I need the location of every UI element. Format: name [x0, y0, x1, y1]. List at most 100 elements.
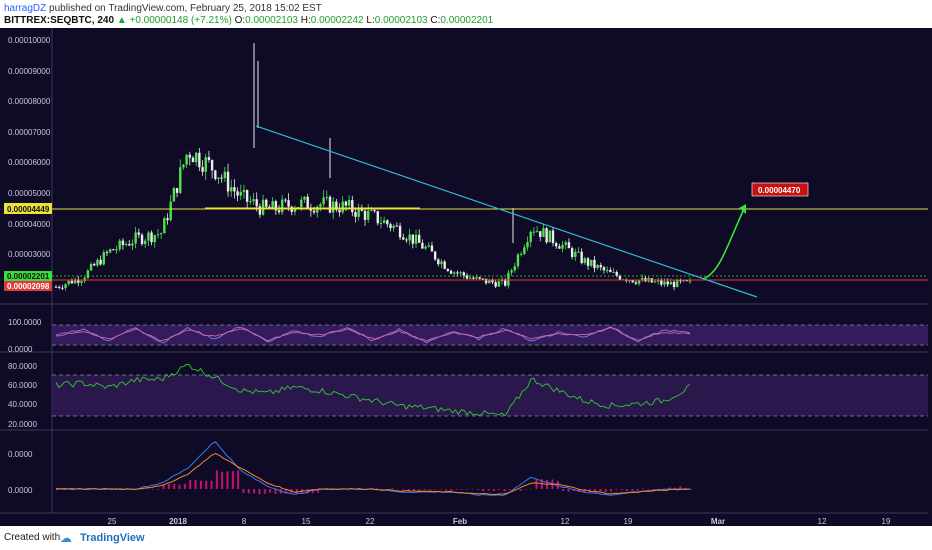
target-box[interactable] — [751, 182, 809, 197]
symbol-label: BITTREX:SEQBTC, 240 — [4, 15, 115, 26]
low-label: L: — [366, 15, 375, 26]
candle-body — [182, 164, 185, 168]
target-arrowhead — [739, 204, 746, 214]
macd-bar — [439, 489, 442, 490]
macd-bar — [199, 480, 202, 489]
candle-body — [64, 284, 67, 289]
candle-body — [497, 281, 501, 287]
macd-bar — [178, 484, 181, 489]
candle-body — [201, 167, 204, 172]
candle-body — [491, 279, 494, 283]
trendline[interactable] — [255, 125, 758, 298]
time-axis-label: 19 — [624, 517, 633, 526]
last-price-tag — [4, 271, 52, 281]
price-pane[interactable] — [52, 28, 928, 304]
macd-bar — [647, 489, 650, 490]
candle-body — [433, 251, 437, 260]
candle-body — [424, 246, 427, 249]
candle-body — [61, 287, 64, 289]
candle-body — [405, 239, 408, 241]
price-axis-label: 0.00010000 — [8, 36, 51, 45]
candle-body — [456, 272, 459, 274]
chart-canvas[interactable]: 0.00004470 0.00010000 0.00009000 0.0000800… — [0, 28, 932, 526]
macd-bar — [498, 489, 501, 491]
target-arrow[interactable] — [702, 208, 745, 280]
candle-body — [612, 272, 615, 274]
time-axis-label: 25 — [108, 517, 117, 526]
candle-body — [653, 281, 657, 283]
candle-body — [676, 279, 679, 288]
tradingview-cloud-icon[interactable]: ☁ — [60, 531, 72, 545]
macd-bar — [173, 483, 176, 489]
macd-bar — [269, 489, 272, 493]
candle-body — [386, 220, 389, 225]
macd-bar — [226, 471, 229, 489]
chart-svg[interactable]: 0.00004470 0.00010000 0.00009000 0.0000800… — [0, 28, 932, 526]
macd-bar — [471, 489, 474, 490]
candle-body — [672, 281, 676, 288]
macd-bar — [652, 489, 655, 490]
candle-body — [507, 272, 510, 286]
candle-body — [93, 263, 96, 266]
macd-bar — [450, 489, 453, 491]
macd-bar — [610, 489, 613, 492]
macd-bar — [599, 489, 602, 492]
candle-body — [115, 249, 118, 251]
candle-body — [347, 200, 351, 206]
candle-body — [242, 190, 246, 193]
macd-bar — [402, 489, 405, 491]
macd-bar — [626, 489, 629, 491]
candle-body — [634, 282, 638, 284]
candle-body — [510, 270, 513, 273]
price-axis-label: 0.00003000 — [8, 250, 51, 259]
candle-body — [287, 200, 290, 207]
stoch-label-top: 100.0000 — [8, 318, 42, 327]
macd-bar — [508, 489, 511, 490]
time-axis-label: 12 — [561, 517, 570, 526]
candle-body — [443, 261, 446, 269]
candle-body — [656, 280, 660, 282]
macd-bar — [194, 479, 197, 489]
candle-body — [539, 231, 542, 237]
stoch-k-line — [55, 326, 691, 344]
candle-body — [586, 258, 590, 266]
candle-body — [609, 269, 612, 273]
candle-body — [239, 192, 242, 196]
candle-body — [545, 228, 548, 243]
macd-bar — [311, 489, 314, 494]
candle-body — [144, 240, 147, 245]
candle-body — [191, 157, 195, 163]
candle-body — [128, 244, 131, 246]
macd-bar — [535, 479, 538, 489]
candle-body — [593, 259, 596, 269]
rsi-label-20: 20.0000 — [8, 420, 37, 429]
candle-body — [300, 199, 303, 208]
candle-body — [112, 249, 115, 251]
candle-body — [67, 280, 70, 285]
macd-bar — [247, 489, 250, 494]
candle-body — [615, 272, 618, 276]
candle-body — [602, 267, 606, 271]
candle-body — [204, 157, 207, 172]
candle-body — [427, 245, 430, 247]
candle-body — [577, 251, 580, 253]
candle-body — [446, 268, 450, 271]
candle-body — [124, 244, 128, 246]
change-value: ▲ +0.00000148 (+7.21%) — [116, 15, 232, 26]
candle-body — [567, 242, 571, 249]
candle-body — [389, 224, 392, 229]
macd-bar — [684, 487, 687, 489]
candle-body — [574, 251, 577, 257]
candle-body — [554, 243, 558, 247]
candle-body — [309, 208, 313, 211]
time-axis-label: 12 — [818, 517, 827, 526]
open-value: 0.00002103 — [245, 15, 298, 26]
macd-bar — [221, 471, 224, 489]
candle-body — [462, 272, 465, 276]
candle-body — [516, 254, 520, 267]
candle-body — [338, 209, 341, 213]
price-axis-label: 0.00009000 — [8, 67, 51, 76]
candle-body — [322, 197, 325, 205]
author-link[interactable]: harragDZ — [4, 3, 47, 14]
tradingview-brand[interactable]: TradingView — [80, 532, 145, 544]
